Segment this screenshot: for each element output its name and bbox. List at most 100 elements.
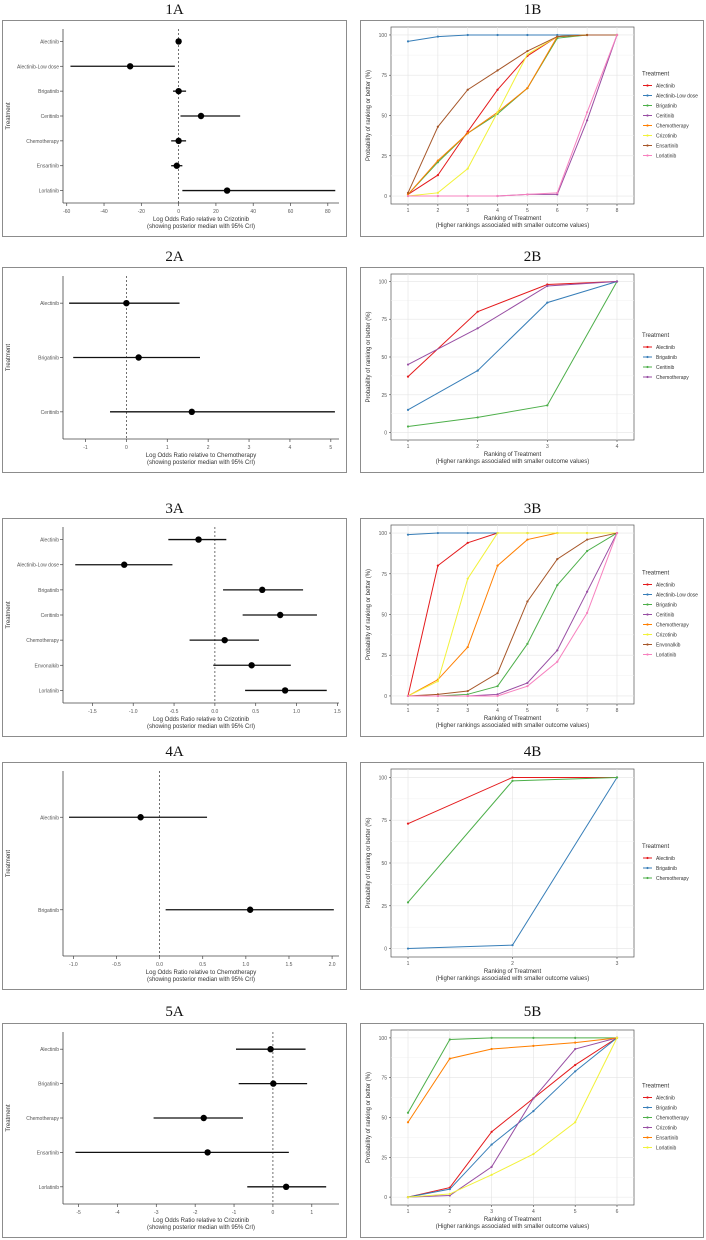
y-tick-label: 25 [381, 154, 387, 160]
legend-label: Alectinib [656, 583, 675, 589]
x-tick-label: -3 [154, 1210, 159, 1216]
data-point [615, 531, 619, 535]
data-point [466, 694, 469, 698]
data-point [532, 1036, 535, 1039]
data-point [466, 130, 469, 133]
data-point [574, 1047, 577, 1051]
data-point [496, 564, 499, 567]
y-tick-label: 0 [384, 194, 387, 200]
data-point [496, 693, 499, 696]
x-tick-label: 5 [526, 208, 529, 214]
x-tick-label: -5 [76, 1210, 81, 1216]
series-line-crizotinib [407, 1037, 618, 1198]
x-axis-subtitle: (Higher rankings associated with smaller… [436, 976, 589, 982]
data-point [466, 167, 469, 170]
data-point [496, 194, 499, 198]
data-point [574, 1036, 577, 1039]
x-tick-label: 1.5 [334, 709, 341, 715]
x-axis-title: Ranking of Treatment [484, 1217, 542, 1223]
y-tick-label: Alectinib [40, 815, 59, 821]
data-point [556, 649, 559, 652]
x-tick-label: 5 [574, 1209, 577, 1215]
y-tick-label: Brigatinib [38, 588, 59, 594]
x-tick-label: 40 [250, 209, 256, 215]
x-tick-label: 6 [556, 208, 559, 214]
data-point [436, 35, 439, 38]
panel-5B: 0 25 50 75 100 1 2 3 4 5 6 Treatment Alectinib Brigat… [360, 1023, 704, 1238]
panel-title: 1A [165, 2, 184, 18]
x-tick-label: 1 [407, 444, 410, 450]
data-point [496, 69, 499, 72]
data-point [436, 194, 439, 198]
data-point [466, 689, 469, 693]
x-axis-subtitle: (showing posterior median with 95% CrI) [147, 977, 255, 983]
x-tick-label: 2 [476, 444, 479, 450]
data-point [574, 1041, 577, 1044]
data-point [466, 645, 469, 649]
data-point [546, 283, 549, 286]
data-point [556, 193, 559, 196]
y-tick-label: Alectinib [40, 39, 59, 45]
data-point [511, 779, 514, 782]
legend-label: Alectinib [656, 345, 675, 351]
data-point [574, 1063, 577, 1067]
x-tick-label: -1 [83, 445, 88, 451]
legend-marker [646, 1136, 649, 1139]
y-tick-label: Lorlatinib [39, 189, 60, 195]
y-tick-label: Alectinib [40, 538, 59, 544]
data-point [436, 694, 439, 698]
median-point [188, 408, 195, 416]
chart-svg: -1.0 -0.5 0.0 0.5 1.0 1.5 2.0 Alectinib Brigatin… [6, 771, 339, 983]
data-point [496, 531, 499, 535]
data-point [556, 660, 559, 663]
legend-label: Ensartinib [656, 144, 678, 150]
x-tick-label: 0.5 [252, 709, 259, 715]
y-tick-label: Alectinib [40, 1047, 59, 1053]
y-tick-label: 25 [381, 904, 387, 910]
legend-marker [646, 84, 649, 87]
series-line-brigatinib [407, 280, 618, 411]
panel-title: 3A [165, 501, 184, 517]
data-point [436, 680, 439, 683]
legend-label: Crizotinib [656, 134, 677, 140]
y-tick-label: 0 [384, 1195, 387, 1201]
data-point [406, 191, 410, 194]
x-tick-label: -4 [115, 1210, 120, 1216]
legend-marker [646, 124, 649, 127]
x-tick-label: -60 [63, 209, 70, 215]
data-point [615, 280, 619, 283]
legend-marker [646, 866, 649, 870]
y-axis-title: Probability of ranking or better (%) [366, 817, 372, 908]
chart-svg: -1 0 1 2 3 4 5 Alectinib Brigatinib Ceritinib Trea… [6, 276, 339, 466]
median-point [126, 63, 134, 70]
data-point [436, 564, 439, 567]
x-axis-title: Log Odds Ratio relative to Chemotherapy [146, 970, 256, 976]
legend-label: Chemotherapy [656, 876, 689, 882]
median-point [270, 1080, 277, 1087]
y-tick-label: Alectinib-Low dose [17, 563, 59, 569]
median-point [175, 87, 182, 95]
x-tick-label: 8 [616, 708, 619, 714]
x-tick-label: 2 [436, 208, 439, 214]
data-point [406, 901, 410, 904]
data-point [466, 33, 469, 37]
y-tick-label: 75 [381, 317, 387, 323]
data-point [448, 1038, 451, 1041]
data-point [490, 1047, 493, 1051]
chart-svg: 0 25 50 75 100 1 2 3 4 5 6 Treatment Alectinib Brigat… [366, 1029, 689, 1230]
legend-label: Brigatinib [656, 1106, 677, 1112]
data-point [476, 369, 479, 372]
data-point [526, 685, 529, 688]
data-point [466, 577, 469, 580]
legend-marker [646, 603, 649, 606]
data-point [556, 191, 559, 194]
x-tick-label: -1.0 [129, 709, 138, 715]
y-axis-title: Treatment [6, 1104, 12, 1131]
legend-marker [646, 613, 649, 616]
x-tick-label: 60 [288, 209, 294, 215]
x-tick-label: 1 [407, 1209, 410, 1215]
panel-2A: -1 0 1 2 3 4 5 Alectinib Brigatinib Ceritinib Trea… [2, 267, 347, 473]
x-tick-label: 0.0 [211, 709, 218, 715]
y-tick-label: 25 [381, 653, 387, 659]
data-point [490, 1173, 493, 1176]
